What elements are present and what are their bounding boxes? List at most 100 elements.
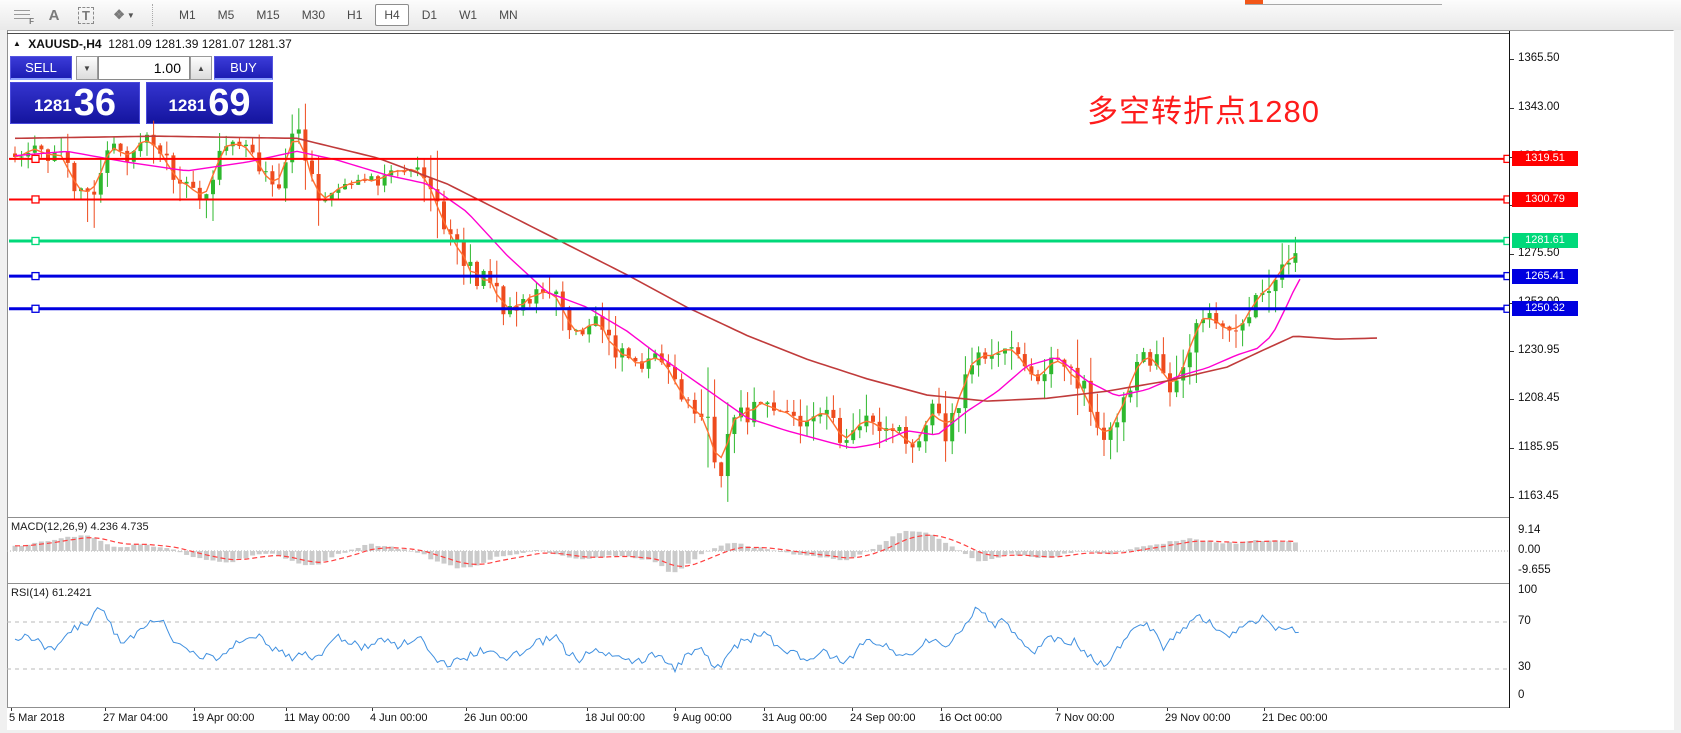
- candlesticks: [13, 103, 1298, 502]
- axis-tick: [1510, 399, 1514, 401]
- level-handle[interactable]: [31, 304, 40, 313]
- window-right-edge[interactable]: [1673, 30, 1681, 733]
- macd-tick--9.655: -9.655: [1518, 564, 1551, 576]
- timeframe-m15[interactable]: M15: [256, 8, 280, 22]
- macd-histogram: [12, 530, 1298, 573]
- chart-text-annotation[interactable]: 多空转折点1280: [1087, 94, 1320, 129]
- price-badge-1250.32: 1250.32: [1512, 301, 1578, 317]
- chevron-down-icon[interactable]: ▼: [126, 10, 135, 20]
- grid-lines-icon: [14, 9, 30, 21]
- timeframe-mn[interactable]: MN: [499, 8, 518, 22]
- chart-title: ▲ XAUUSD-,H4 1281.09 1281.39 1281.07 128…: [13, 37, 292, 51]
- drawing-tools: F A T ❖ ▼: [0, 0, 146, 30]
- buy-button[interactable]: BUY: [214, 56, 273, 80]
- ma-mid-line: [14, 150, 1301, 449]
- level-handle[interactable]: [1503, 154, 1510, 164]
- time-label: 4 Jun 00:00: [370, 712, 428, 724]
- rsi-tick-0: 0: [1518, 689, 1525, 701]
- grid-properties-icon[interactable]: F: [8, 3, 36, 27]
- clipped-orange-icon: [1245, 0, 1263, 4]
- level-handle[interactable]: [31, 195, 40, 204]
- rsi-tick-100: 100: [1518, 584, 1538, 596]
- shapes-tool-icon[interactable]: ❖ ▼: [104, 3, 144, 27]
- clipped-window-fragment: [1245, 0, 1442, 5]
- price-tick-1208.45: 1208.45: [1518, 392, 1560, 405]
- time-label: 24 Sep 00:00: [850, 712, 916, 724]
- time-label: 26 Jun 00:00: [464, 712, 528, 724]
- window-bottom-edge: [0, 730, 1681, 733]
- price-axis[interactable]: 1365.501343.001320.501298.001275.501253.…: [1509, 31, 1674, 730]
- time-tick: [587, 708, 588, 711]
- text-tool-label: T: [78, 6, 94, 24]
- price-tick-1163.45: 1163.45: [1518, 489, 1559, 502]
- font-tool-icon[interactable]: A: [40, 3, 68, 27]
- price-tick-1230.95: 1230.95: [1518, 343, 1560, 356]
- timeframe-m5[interactable]: M5: [217, 8, 235, 22]
- timeframe-h4[interactable]: H4: [375, 4, 409, 26]
- panel-separator[interactable]: [7, 583, 1510, 584]
- rsi-tick-70: 70: [1518, 615, 1531, 627]
- panel-separator: [7, 707, 1510, 708]
- time-tick: [194, 708, 195, 711]
- axis-tick: [1510, 59, 1514, 61]
- rsi-line: [14, 606, 1299, 674]
- ohlc-values: 1281.09 1281.39 1281.07 1281.37: [108, 37, 292, 51]
- timeframe-h1[interactable]: H1: [347, 8, 363, 22]
- time-tick: [852, 708, 853, 711]
- volume-increase-button[interactable]: ▲: [190, 56, 212, 80]
- bid-price-display[interactable]: 1281 36: [10, 82, 140, 124]
- time-label: 5 Mar 2018: [9, 712, 65, 724]
- axis-tick: [1510, 496, 1514, 498]
- ask-price-display[interactable]: 1281 69: [146, 82, 273, 124]
- time-tick: [372, 708, 373, 711]
- time-tick: [1167, 708, 1168, 711]
- price-badge-1265.41: 1265.41: [1512, 268, 1578, 284]
- panel-separator[interactable]: [7, 517, 1510, 518]
- timeframe-buttons: M1 M5 M15 M30 H1 H4 D1 W1 MN: [162, 0, 529, 30]
- timeframe-w1[interactable]: W1: [459, 8, 478, 22]
- volume-input[interactable]: [98, 56, 190, 80]
- collapse-triangle-icon[interactable]: ▲: [13, 39, 21, 48]
- level-handle[interactable]: [31, 271, 40, 281]
- time-tick: [764, 708, 765, 711]
- time-label: 31 Aug 00:00: [762, 712, 827, 724]
- time-tick: [286, 708, 287, 711]
- price-badge-1281.61: 1281.61: [1512, 233, 1578, 249]
- time-label: 19 Apr 00:00: [192, 712, 255, 724]
- price-badge-1300.79: 1300.79: [1512, 191, 1578, 207]
- time-axis[interactable]: 5 Mar 2018 27 Mar 04:00 19 Apr 00:00 11 May…: [7, 708, 1510, 730]
- font-tool-label: A: [48, 6, 60, 24]
- ask-pips: 69: [208, 82, 251, 124]
- rsi-panel-svg: [7, 606, 1510, 674]
- price-chart-svg: [9, 103, 1510, 502]
- time-tick: [1264, 708, 1265, 711]
- level-handle[interactable]: [31, 236, 40, 246]
- level-handle[interactable]: [1503, 304, 1510, 313]
- timeframe-m1[interactable]: M1: [179, 8, 196, 22]
- macd-signal-line: [14, 534, 1296, 568]
- axis-tick: [1510, 350, 1514, 352]
- time-tick: [11, 708, 12, 711]
- price-tick-1275.50: 1275.50: [1518, 247, 1560, 260]
- time-label: 11 May 00:00: [284, 712, 350, 724]
- level-handle[interactable]: [1503, 195, 1510, 204]
- level-handle[interactable]: [1503, 236, 1510, 246]
- time-label: 9 Aug 00:00: [673, 712, 732, 724]
- volume-decrease-button[interactable]: ▼: [76, 56, 98, 80]
- sell-button[interactable]: SELL: [10, 56, 72, 80]
- ma-fast-line: [14, 140, 1296, 459]
- one-click-trading-panel: SELL ▼ ▲ BUY 1281 36 1281 69: [10, 56, 273, 124]
- chart-top-border: [7, 33, 1510, 34]
- grid-f-label: F: [29, 17, 34, 26]
- text-label-tool-icon[interactable]: T: [72, 3, 100, 27]
- time-tick: [105, 708, 106, 711]
- level-handle[interactable]: [31, 154, 40, 164]
- timeframe-d1[interactable]: D1: [421, 8, 438, 22]
- time-label: 7 Nov 00:00: [1055, 712, 1115, 724]
- level-handle[interactable]: [1503, 271, 1510, 281]
- toolbar-separator: [152, 4, 154, 26]
- timeframe-m30[interactable]: M30: [301, 8, 326, 22]
- rsi-tick-30: 30: [1518, 661, 1531, 673]
- time-tick: [466, 708, 467, 711]
- chart-window: [7, 31, 1510, 730]
